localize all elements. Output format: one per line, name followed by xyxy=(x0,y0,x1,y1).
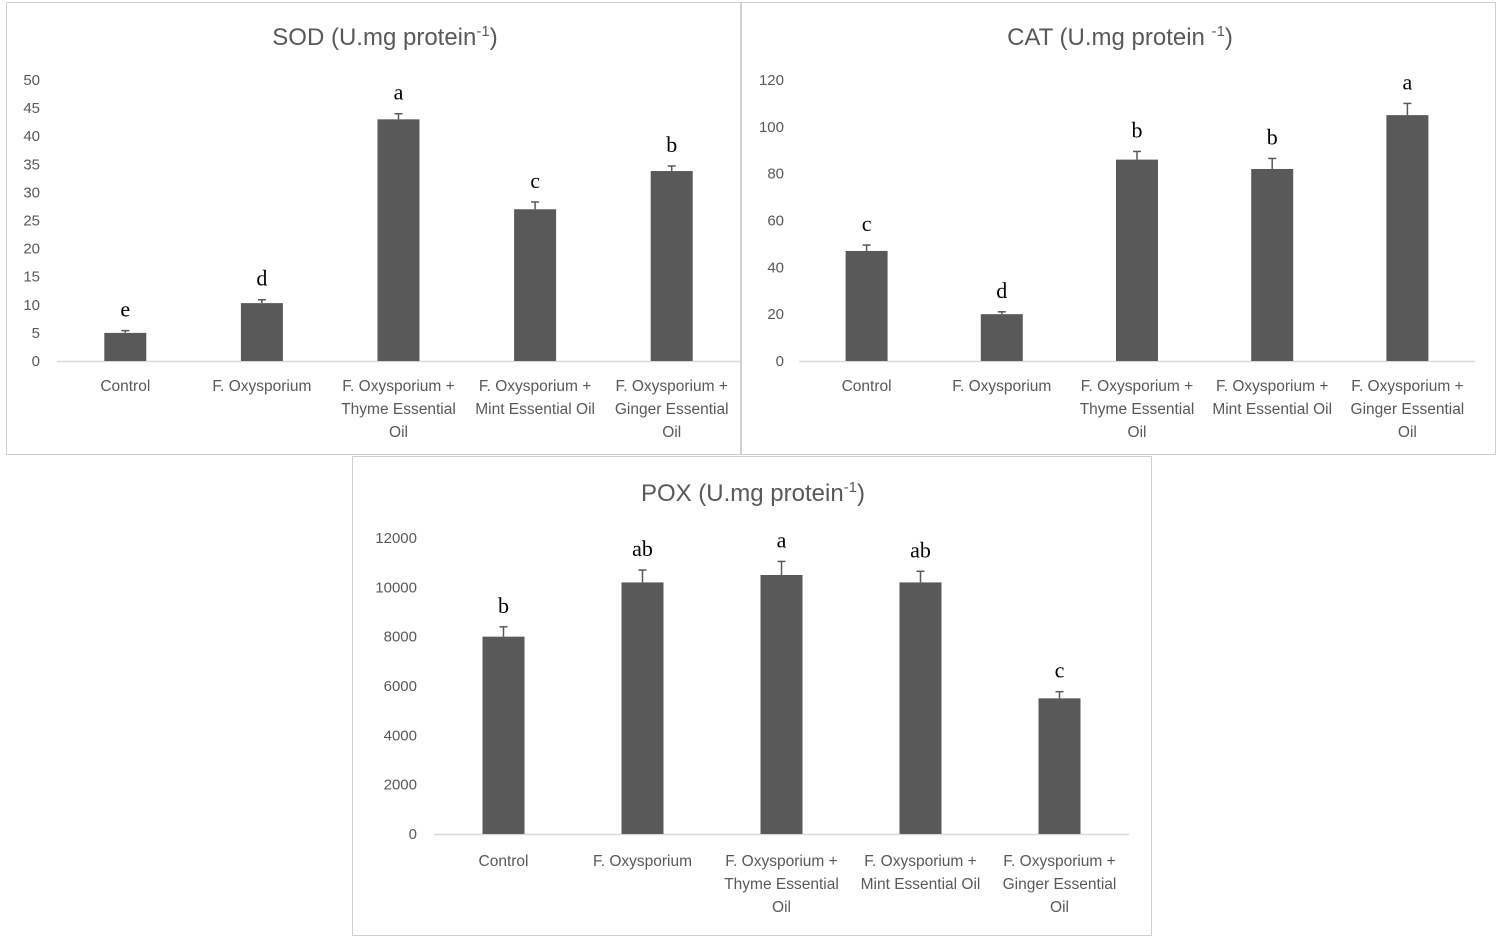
sod-y-tick-label: 5 xyxy=(32,325,40,342)
sod-significance-letter: b xyxy=(666,132,677,157)
pox-error-bar xyxy=(777,560,786,575)
pox-y-tick-label: 4000 xyxy=(384,727,417,744)
pox-bar xyxy=(760,575,803,834)
cat-y-tick-label: 20 xyxy=(767,306,784,323)
pox-chart-panel: POX (U.mg protein-1) 0 2000 4000 6000 8000 100… xyxy=(352,456,1152,936)
pox-error-bar xyxy=(916,570,925,583)
sod-error-bar xyxy=(531,201,540,210)
pox-y-tick-label: 12000 xyxy=(375,530,417,547)
cat-chart-panel: CAT (U.mg protein -1) 0 20 40 60 80 100 120 c Con… xyxy=(741,2,1496,455)
cat-bar xyxy=(1251,168,1294,361)
sod-category-label: Control xyxy=(100,378,150,395)
cat-significance-letter: c xyxy=(862,211,872,236)
sod-error-bar xyxy=(394,112,403,120)
cat-error-bar xyxy=(1403,102,1412,116)
cat-chart-title: CAT (U.mg protein -1) xyxy=(1007,23,1233,51)
sod-y-tick-label: 40 xyxy=(23,128,40,145)
pox-bar xyxy=(899,582,942,834)
sod-category-label: F. Oxysporium + Ginger Essential Oil xyxy=(615,378,729,441)
pox-chart-title: POX (U.mg protein-1) xyxy=(641,479,865,507)
sod-y-tick-label: 25 xyxy=(23,213,40,230)
cat-significance-letter: a xyxy=(1403,69,1413,94)
cat-significance-letter: b xyxy=(1267,124,1278,149)
sod-significance-letter: a xyxy=(394,80,404,105)
pox-y-tick-label: 8000 xyxy=(384,629,417,646)
sod-error-bar xyxy=(257,298,266,304)
sod-category-label: F. Oxysporium + Mint Essential Oil xyxy=(475,378,595,418)
sod-error-bar xyxy=(121,329,130,333)
cat-category-label: F. Oxysporium + Mint Essential Oil xyxy=(1212,378,1332,418)
sod-error-bar xyxy=(667,165,676,172)
cat-category-label: F. Oxysporium + Ginger Essential Oil xyxy=(1351,378,1465,441)
pox-category-label: Control xyxy=(479,853,529,870)
sod-y-tick-label: 35 xyxy=(23,156,40,173)
sod-bar xyxy=(377,119,420,361)
pox-significance-letter: a xyxy=(777,527,787,552)
pox-y-tick-label: 10000 xyxy=(375,579,417,596)
pox-bar xyxy=(482,636,525,834)
pox-significance-letter: ab xyxy=(910,537,931,562)
sod-bar xyxy=(104,332,147,361)
cat-significance-letter: d xyxy=(996,278,1007,303)
sod-y-tick-label: 20 xyxy=(23,241,40,258)
pox-error-bar xyxy=(638,569,647,583)
sod-y-tick-label: 50 xyxy=(23,72,40,89)
cat-category-label: Control xyxy=(842,378,892,395)
pox-error-bar xyxy=(1055,690,1064,699)
sod-category-label: F. Oxysporium xyxy=(212,378,311,395)
sod-y-tick-label: 10 xyxy=(23,297,40,314)
cat-bar xyxy=(1386,115,1429,361)
sod-chart-title: SOD (U.mg protein-1) xyxy=(272,23,497,51)
sod-significance-letter: e xyxy=(120,297,130,322)
sod-y-tick-label: 30 xyxy=(23,184,40,201)
cat-error-bar xyxy=(1133,150,1141,160)
cat-chart: CAT (U.mg protein -1) 0 20 40 60 80 100 120 c Con… xyxy=(759,23,1475,441)
cat-category-label: F. Oxysporium xyxy=(952,378,1051,395)
cat-error-bar xyxy=(1268,157,1277,169)
cat-bar xyxy=(1116,159,1158,361)
pox-category-label: F. Oxysporium + Ginger Essential Oil xyxy=(1003,853,1117,916)
pox-category-label: F. Oxysporium + Thyme Essential Oil xyxy=(724,853,839,916)
sod-chart-panel: SOD (U.mg protein-1) 0 5 10 15 20 25 30 35 40 45 50… xyxy=(6,2,741,455)
pox-y-tick-label: 0 xyxy=(409,826,417,843)
sod-y-tick-label: 0 xyxy=(32,353,40,370)
sod-bar xyxy=(240,303,283,361)
pox-error-bar xyxy=(499,626,508,637)
cat-y-tick-label: 60 xyxy=(767,213,784,230)
sod-y-tick-label: 15 xyxy=(23,269,40,286)
pox-bar xyxy=(621,582,664,834)
pox-significance-letter: b xyxy=(498,593,509,618)
cat-error-bar xyxy=(862,244,871,251)
sod-category-label: F. Oxysporium + Thyme Essential Oil xyxy=(341,378,456,441)
cat-y-tick-label: 40 xyxy=(767,259,784,276)
sod-significance-letter: c xyxy=(530,168,540,193)
pox-chart: POX (U.mg protein-1) 0 2000 4000 6000 8000 100… xyxy=(375,479,1129,916)
cat-y-tick-label: 0 xyxy=(776,353,784,370)
cat-y-tick-label: 100 xyxy=(759,119,784,136)
cat-bar xyxy=(845,250,888,361)
sod-bar xyxy=(650,171,693,361)
sod-significance-letter: d xyxy=(256,266,267,291)
pox-category-label: F. Oxysporium + Mint Essential Oil xyxy=(861,853,981,893)
pox-y-tick-label: 2000 xyxy=(384,777,417,794)
cat-significance-letter: b xyxy=(1132,117,1143,142)
pox-y-tick-label: 6000 xyxy=(384,678,417,695)
pox-significance-letter: c xyxy=(1055,658,1065,683)
sod-chart: SOD (U.mg protein-1) 0 5 10 15 20 25 30 35 40 45 50… xyxy=(23,23,740,441)
sod-bar xyxy=(514,209,557,361)
pox-significance-letter: ab xyxy=(632,536,653,561)
cat-bar xyxy=(980,314,1023,361)
cat-y-tick-label: 120 xyxy=(759,72,784,89)
cat-category-label: F. Oxysporium + Thyme Essential Oil xyxy=(1080,378,1195,441)
cat-y-tick-label: 80 xyxy=(767,166,784,183)
sod-y-tick-label: 45 xyxy=(23,100,40,117)
cat-error-bar xyxy=(997,311,1006,315)
pox-category-label: F. Oxysporium xyxy=(593,853,692,870)
pox-bar xyxy=(1038,698,1081,834)
